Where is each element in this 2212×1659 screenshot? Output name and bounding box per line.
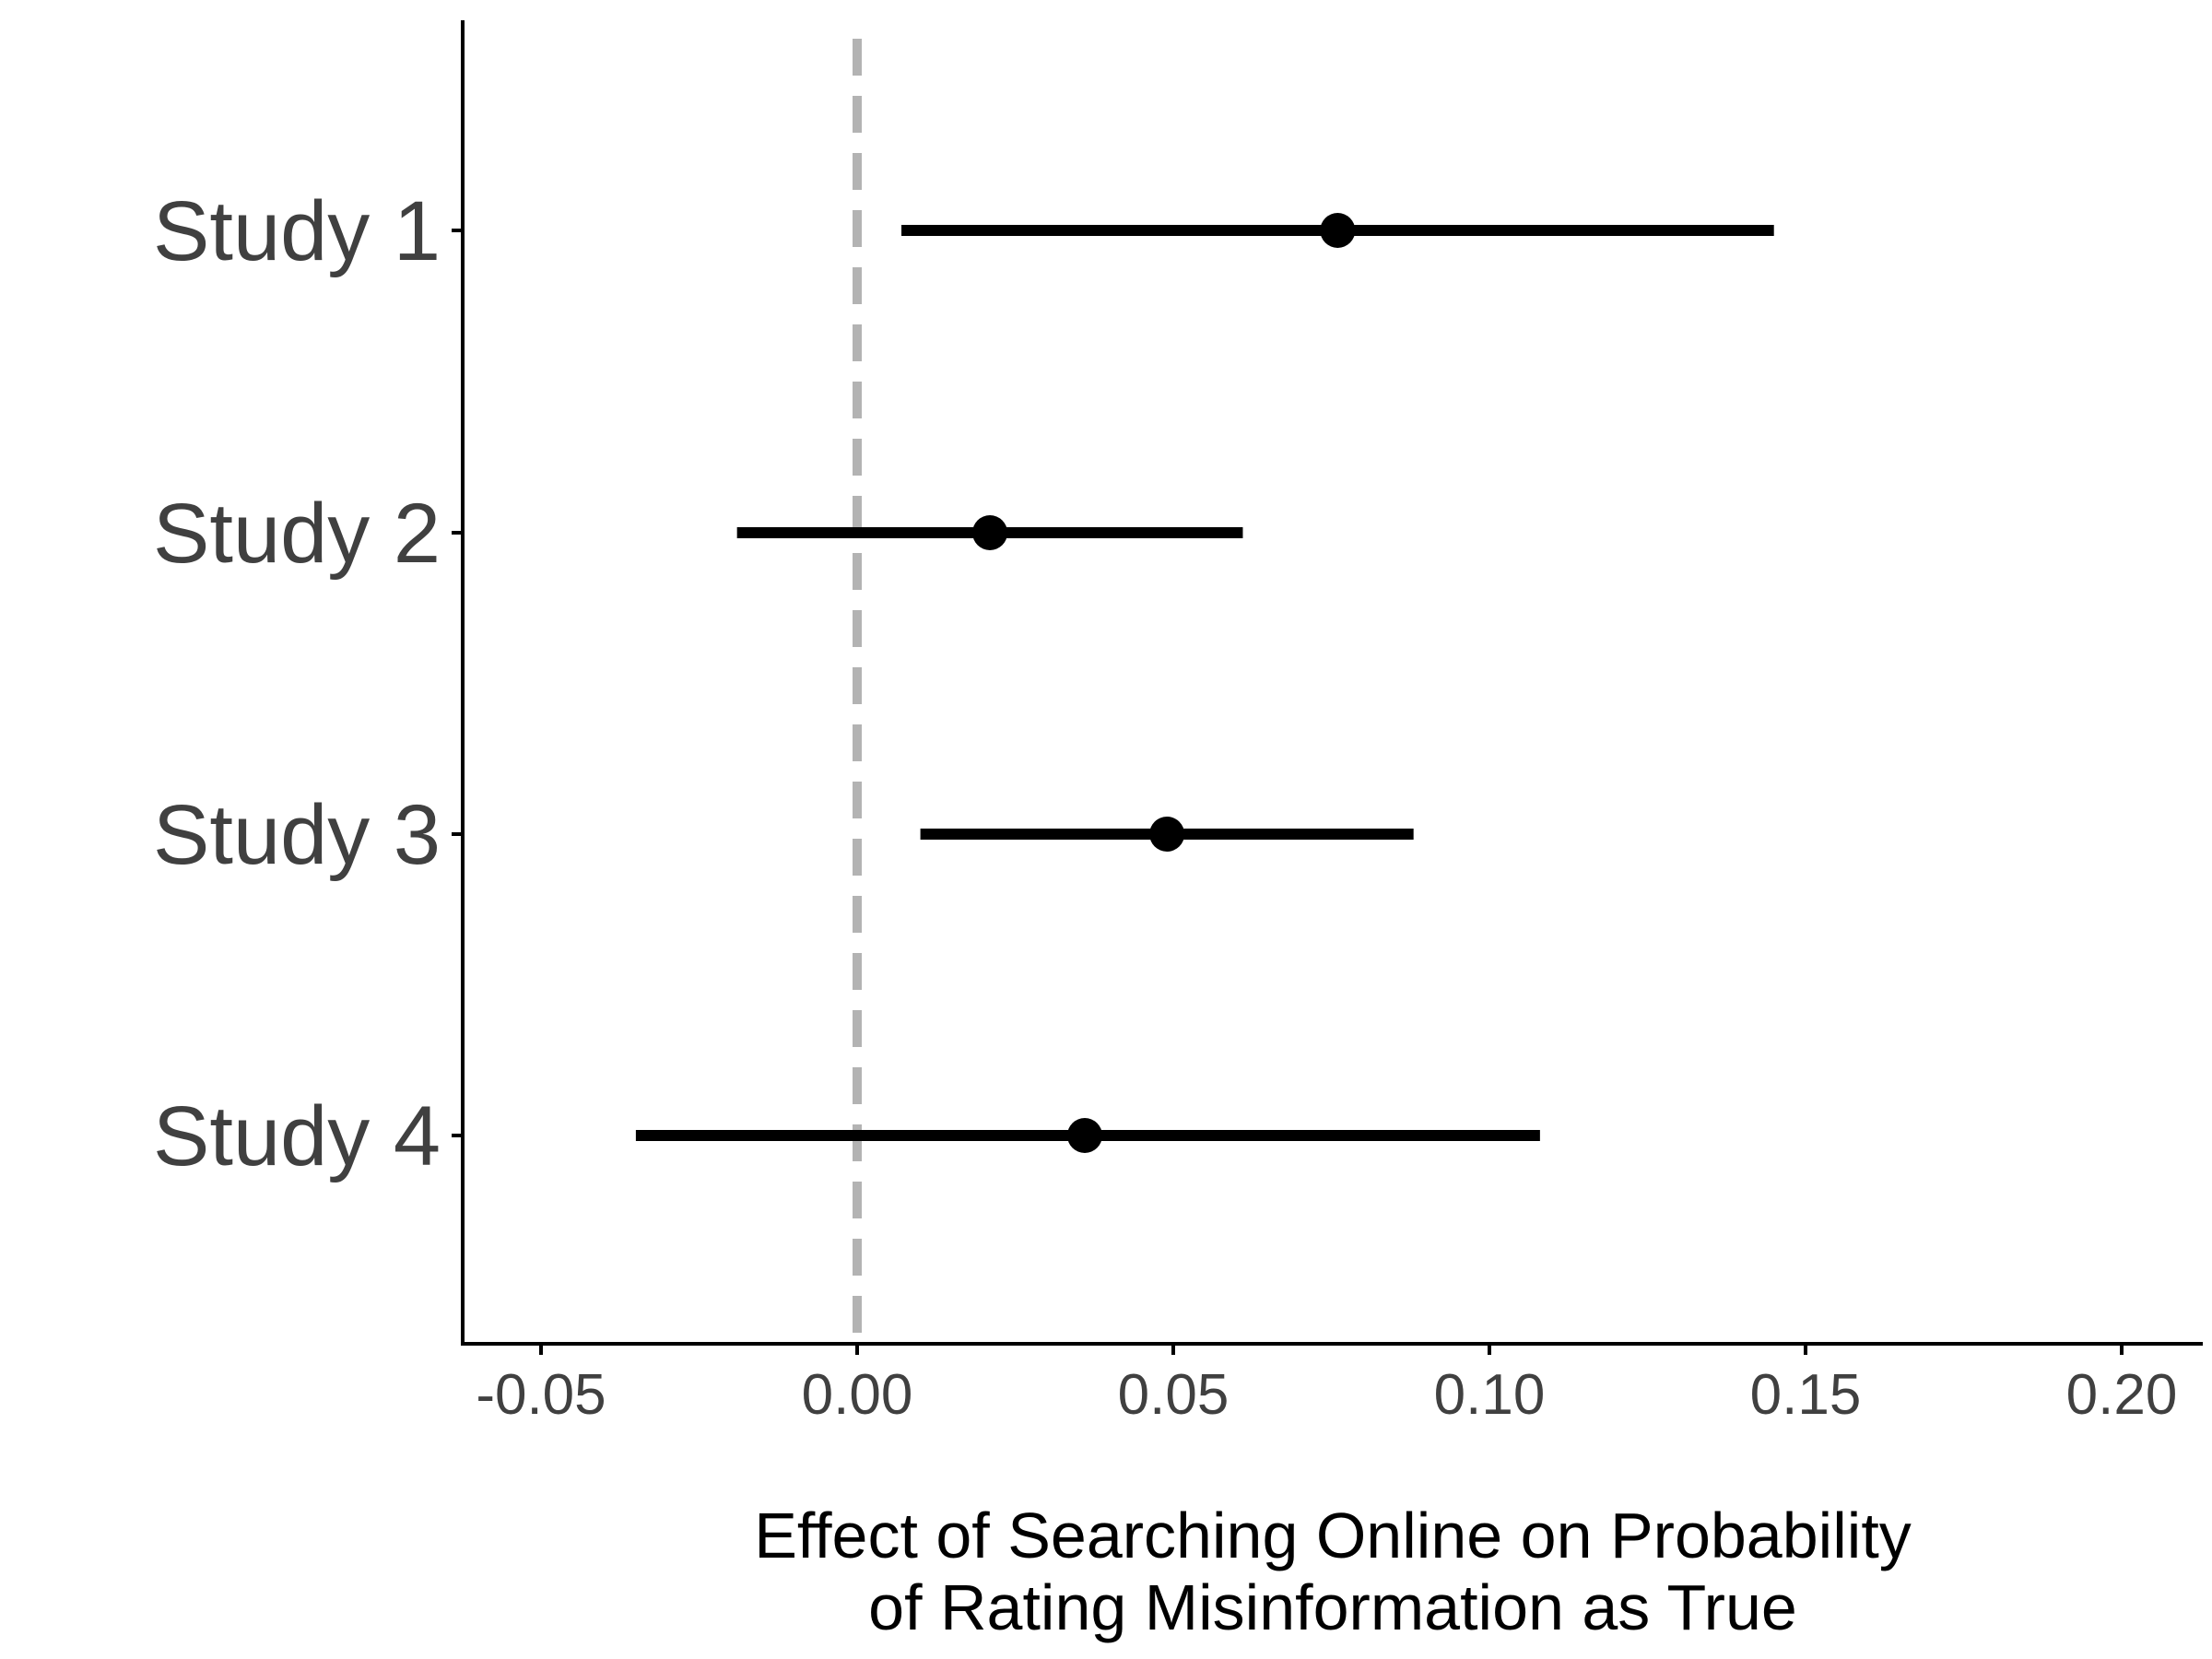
axes-layer: [452, 20, 2203, 1355]
y-tick-label: Study 1: [153, 184, 441, 278]
x-tick-label: 0.10: [1434, 1363, 1546, 1427]
x-tick-label: -0.05: [476, 1363, 606, 1427]
point-estimate-3: [1149, 817, 1185, 852]
text-layer: Study 1 Study 2 Study 3 Study 4 -0.05 0.00 0.0…: [153, 184, 2177, 1643]
x-tick-label: 0.20: [2066, 1363, 2178, 1427]
x-tick-label: 0.15: [1750, 1363, 1862, 1427]
y-tick-label: Study 3: [153, 788, 441, 882]
x-tick-label: 0.00: [802, 1363, 913, 1427]
y-tick-label: Study 4: [153, 1089, 441, 1183]
point-estimate-1: [1320, 213, 1356, 248]
point-estimate-4: [1066, 1118, 1102, 1153]
y-tick-label: Study 2: [153, 487, 441, 581]
x-tick-label: 0.05: [1118, 1363, 1230, 1427]
point-estimate-2: [972, 515, 1008, 550]
x-axis-title-line-1: Effect of Searching Online on Probabilit…: [754, 1500, 1912, 1571]
x-axis-title-line-2: of Rating Misinformation as True: [868, 1571, 1797, 1643]
marks-layer: [635, 213, 1774, 1153]
